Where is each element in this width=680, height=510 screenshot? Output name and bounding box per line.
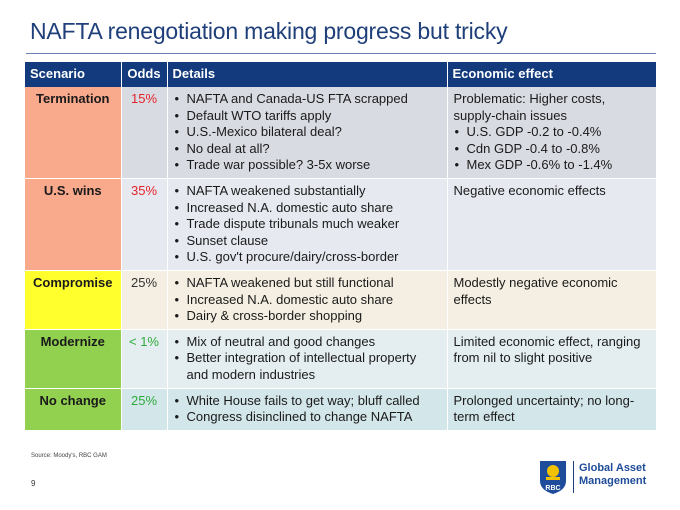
odds-cell: < 1% — [121, 329, 168, 389]
scenario-cell: U.S. wins — [25, 178, 122, 271]
economic-effect-cell: Limited economic effect, ranging from ni… — [447, 329, 657, 389]
list-item: Trade dispute tribunals much weaker — [174, 216, 441, 233]
header-odds: Odds — [121, 62, 168, 87]
details-cell: Mix of neutral and good changes Better i… — [167, 329, 448, 389]
list-item: Increased N.A. domestic auto share — [174, 200, 441, 217]
details-cell: NAFTA weakened but still functional Incr… — [167, 270, 448, 330]
economic-effect-text: Negative economic effects — [453, 182, 606, 198]
list-item: Dairy & cross-border shopping — [174, 308, 441, 325]
list-item: Default WTO tariffs apply — [174, 108, 441, 125]
odds-cell: 25% — [121, 270, 168, 330]
scenario-table: Scenario Odds Details Economic effect Te… — [25, 62, 657, 431]
header-economic-effect: Economic effect — [447, 62, 657, 87]
scenario-cell: Termination — [25, 87, 122, 179]
odds-cell: 25% — [121, 388, 168, 431]
odds-cell: 35% — [121, 178, 168, 271]
scenario-cell: Modernize — [25, 329, 122, 389]
list-item: U.S. GDP -0.2 to -0.4% — [454, 124, 650, 141]
page-number: 9 — [31, 479, 36, 488]
table-header-row: Scenario Odds Details Economic effect — [25, 62, 657, 87]
title-divider — [26, 53, 656, 54]
list-item: Increased N.A. domestic auto share — [174, 292, 441, 309]
list-item: Better integration of intellectual prope… — [174, 350, 441, 383]
list-item: Sunset clause — [174, 233, 441, 250]
details-cell: White House fails to get way; bluff call… — [167, 388, 448, 431]
list-item: NAFTA weakened substantially — [174, 183, 441, 200]
logo-text: RBC — [545, 485, 560, 492]
list-item: Trade war possible? 3-5x worse — [174, 157, 441, 174]
odds-cell: 15% — [121, 87, 168, 179]
economic-effect-text: Prolonged uncertainty; no long-term effe… — [453, 392, 635, 425]
economic-effect-cell: Negative economic effects — [447, 178, 657, 271]
list-item: Mex GDP -0.6% to -1.4% — [454, 157, 650, 174]
list-item: No deal at all? — [174, 141, 441, 158]
details-cell: NAFTA weakened substantially Increased N… — [167, 178, 448, 271]
table-row: No change 25% White House fails to get w… — [25, 388, 657, 431]
economic-effect-cell: Modestly negative economic effects — [447, 270, 657, 330]
scenario-cell: Compromise — [25, 270, 122, 330]
rbc-logo-icon: RBC — [540, 461, 566, 494]
brand-line-1: Global Asset — [579, 462, 646, 474]
economic-effect-cell: Prolonged uncertainty; no long-term effe… — [447, 388, 657, 431]
economic-effect-text: Modestly negative economic effects — [453, 274, 618, 307]
slide-title: NAFTA renegotiation making progress but … — [30, 18, 508, 44]
list-item: Cdn GDP -0.4 to -0.8% — [454, 141, 650, 158]
details-cell: NAFTA and Canada-US FTA scrapped Default… — [167, 87, 448, 179]
economic-effect-cell: Problematic: Higher costs, supply-chain … — [447, 87, 657, 179]
table-row: Modernize < 1% Mix of neutral and good c… — [25, 329, 657, 389]
table-row: U.S. wins 35% NAFTA weakened substantial… — [25, 178, 657, 271]
brand-lockup: RBC Global Asset Management — [537, 459, 657, 495]
economic-effect-text: Problematic: Higher costs, supply-chain … — [453, 91, 606, 123]
source-note: Source: Moody's, RBC GAM — [31, 453, 107, 459]
list-item: Congress disinclined to change NAFTA — [174, 409, 441, 426]
economic-effect-text: Limited economic effect, ranging from ni… — [453, 333, 641, 366]
brand-line-2: Management — [579, 475, 647, 487]
table-row: Termination 15% NAFTA and Canada-US FTA … — [25, 87, 657, 179]
brand-divider — [573, 461, 574, 493]
header-details: Details — [167, 62, 448, 87]
list-item: U.S. gov't procure/dairy/cross-border — [174, 249, 441, 266]
list-item: White House fails to get way; bluff call… — [174, 393, 441, 410]
list-item: Mix of neutral and good changes — [174, 334, 441, 351]
list-item: NAFTA weakened but still functional — [174, 275, 441, 292]
list-item: NAFTA and Canada-US FTA scrapped — [174, 91, 441, 108]
brand-name: Global Asset Management — [579, 462, 646, 488]
list-item: U.S.-Mexico bilateral deal? — [174, 124, 441, 141]
scenario-cell: No change — [25, 388, 122, 431]
table-row: Compromise 25% NAFTA weakened but still … — [25, 270, 657, 330]
header-scenario: Scenario — [25, 62, 122, 87]
